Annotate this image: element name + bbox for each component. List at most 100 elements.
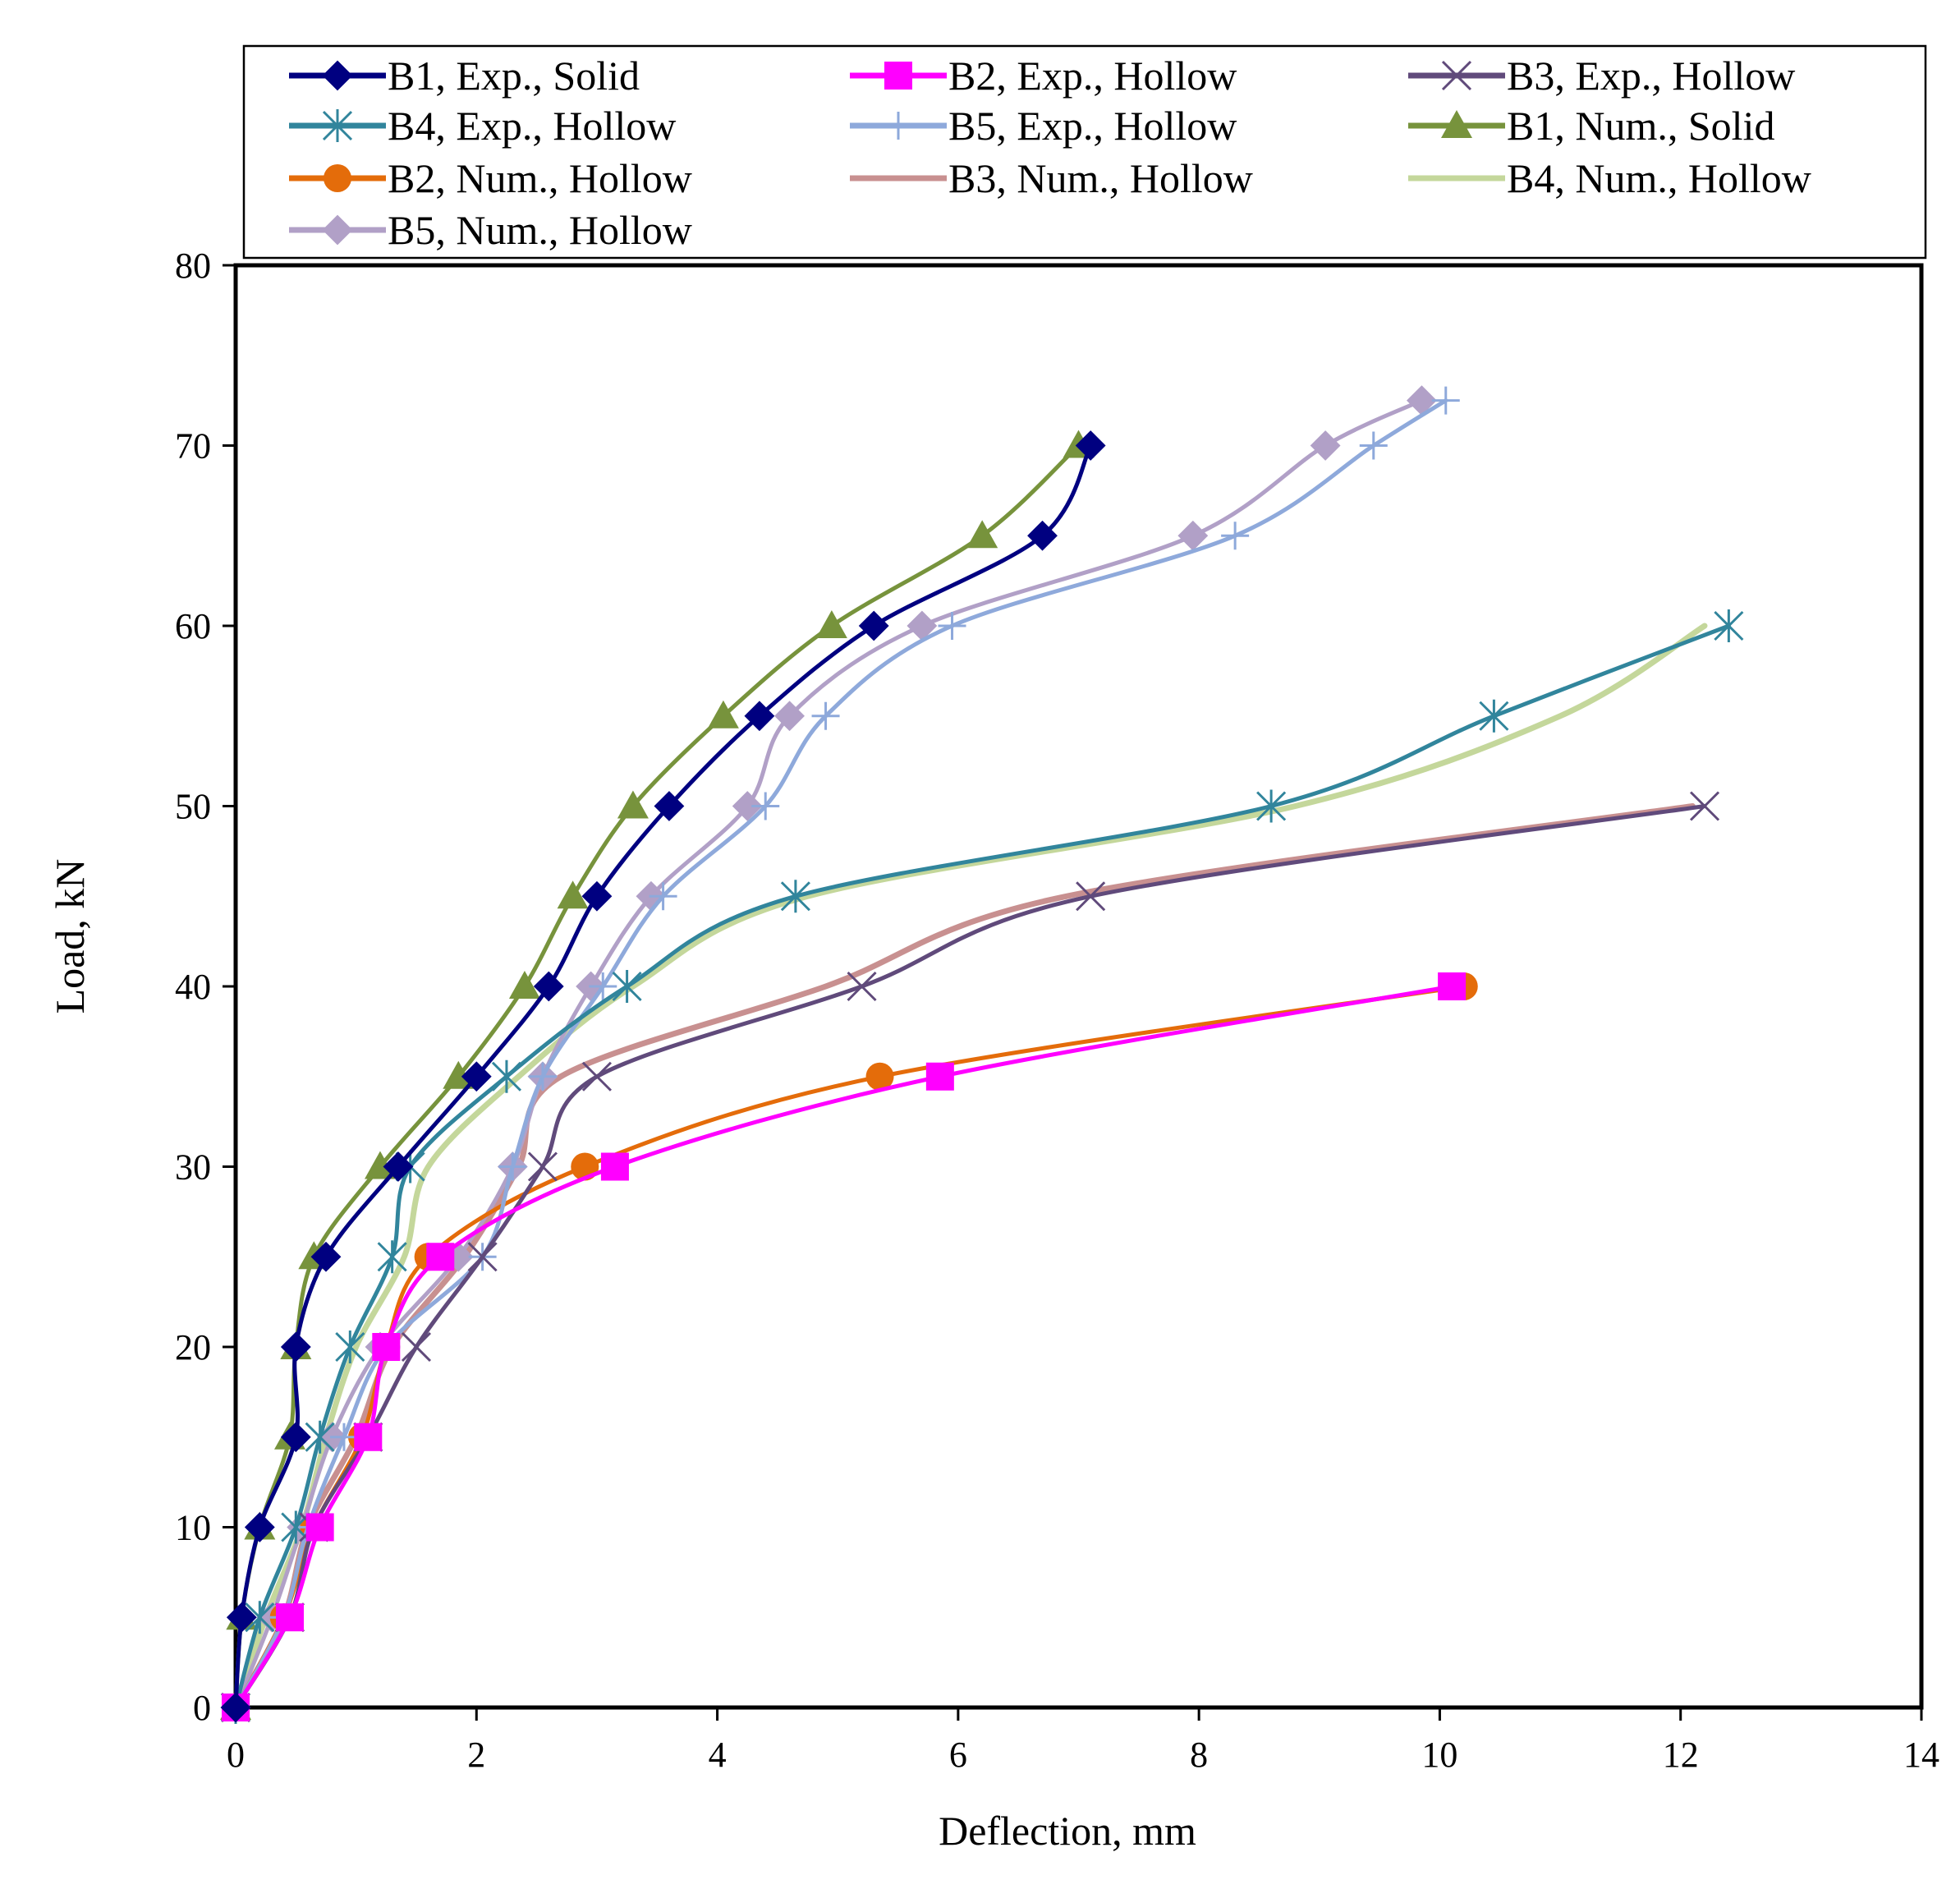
legend-swatch-marker: [322, 60, 353, 91]
legend-frame: [242, 44, 1927, 260]
legend-label: B2, Num., Hollow: [388, 155, 692, 201]
y-axis-title: Load, kN: [47, 859, 93, 1014]
data-point-b2-exp-hollow: [354, 1422, 383, 1451]
legend-entry-b2-exp-hollow: B2, Exp., Hollow: [850, 53, 1237, 99]
data-point-b1-exp-solid: [581, 880, 613, 912]
data-point-b1-num-solid: [617, 790, 649, 819]
x-tick-label: 0: [227, 1735, 245, 1775]
y-tick-label: 40: [175, 967, 211, 1007]
data-point-b1-exp-solid: [310, 1241, 342, 1272]
legend-swatch-marker: [884, 112, 912, 140]
data-point-b1-exp-solid: [533, 971, 564, 1002]
legend-items: B1, Exp., Solid B2, Exp., Hollow B3, Exp.,…: [289, 53, 1811, 253]
data-point-b1-num-solid: [707, 700, 739, 728]
data-point-b4-exp-hollow: [377, 1240, 407, 1274]
legend-label: B4, Exp., Hollow: [388, 103, 676, 149]
data-point-b1-exp-solid: [280, 1422, 311, 1453]
data-point-b1-exp-solid: [226, 1602, 257, 1633]
legend-label: B1, Exp., Solid: [388, 53, 640, 99]
x-axis-ticks: 0 2 4 6 8 10 12 14: [227, 1707, 1939, 1775]
x-tick-label: 2: [467, 1735, 485, 1775]
data-point-b4-exp-hollow: [305, 1420, 335, 1454]
data-point-b2-exp-hollow: [426, 1243, 455, 1271]
data-point-b2-exp-hollow: [305, 1513, 334, 1542]
x-tick-label: 12: [1663, 1735, 1699, 1775]
legend-swatch-marker: [322, 214, 353, 246]
axes: 0 2 4 6 8 10 12 14 0 10 20 30 40 50 60 70 80: [175, 246, 1939, 1775]
data-point-b4-exp-hollow: [491, 1059, 522, 1093]
y-tick-label: 70: [175, 426, 211, 467]
series-b4-exp-hollow: [220, 609, 1744, 1724]
data-point-b5-exp-hollow: [528, 1062, 557, 1091]
legend-label: B5, Num., Hollow: [388, 207, 692, 253]
data-point-b5-exp-hollow: [938, 612, 966, 640]
data-point-b2-exp-hollow: [600, 1152, 629, 1181]
legend-entry-b3-exp-hollow: B3, Exp., Hollow: [1408, 53, 1795, 99]
data-point-b2-exp-hollow: [275, 1603, 304, 1632]
data-point-b1-num-solid: [557, 880, 589, 909]
y-tick-label: 0: [193, 1688, 211, 1728]
series-b1-exp-solid: [220, 430, 1106, 1723]
y-axis-ticks: 0 10 20 30 40 50 60 70 80: [175, 246, 236, 1728]
data-point-b5-exp-hollow: [329, 1422, 358, 1451]
data-point-b1-num-solid: [966, 520, 998, 549]
data-point-b1-exp-solid: [858, 610, 889, 641]
data-point-b1-exp-solid: [461, 1061, 492, 1092]
legend-entry-b4-num-hollow: B4, Num., Hollow: [1408, 155, 1811, 201]
data-point-b3-exp-hollow: [581, 1061, 612, 1092]
series-line-b4-exp-hollow: [233, 623, 1731, 1710]
x-tick-label: 8: [1190, 1735, 1208, 1775]
legend-label: B3, Exp., Hollow: [1507, 53, 1795, 99]
data-point-b1-exp-solid: [744, 701, 775, 732]
data-point-b2-num-hollow: [865, 1062, 894, 1091]
y-tick-label: 60: [175, 606, 211, 646]
data-point-b4-exp-hollow: [1714, 609, 1744, 642]
y-tick-label: 50: [175, 787, 211, 827]
data-point-b4-exp-hollow: [335, 1331, 365, 1363]
data-point-b1-num-solid: [815, 610, 847, 638]
legend-entry-b4-exp-hollow: B4, Exp., Hollow: [289, 103, 676, 149]
series-layer: [220, 385, 1744, 1724]
legend-swatch-marker: [884, 62, 912, 90]
x-tick-label: 10: [1421, 1735, 1457, 1775]
data-point-b5-num-hollow: [1310, 430, 1341, 461]
legend-swatch-marker: [1441, 60, 1472, 91]
y-tick-label: 10: [175, 1508, 211, 1548]
data-point-b1-exp-solid: [1027, 520, 1058, 551]
data-point-b5-exp-hollow: [1221, 522, 1250, 550]
legend-entry-b1-num-solid: B1, Num., Solid: [1408, 103, 1774, 149]
data-point-b5-exp-hollow: [751, 792, 780, 820]
legend-swatch-marker: [1441, 110, 1472, 138]
data-point-b4-exp-hollow: [245, 1601, 275, 1634]
data-point-b5-exp-hollow: [811, 701, 840, 730]
data-point-b3-exp-hollow: [847, 971, 877, 1002]
legend-entry-b5-exp-hollow: B5, Exp., Hollow: [850, 103, 1237, 149]
data-point-b1-exp-solid: [280, 1331, 311, 1363]
data-point-b1-exp-solid: [654, 791, 685, 821]
data-point-b4-exp-hollow: [780, 880, 810, 913]
data-point-b1-exp-solid: [383, 1151, 414, 1182]
data-point-b2-exp-hollow: [925, 1062, 954, 1091]
data-point-b5-num-hollow: [732, 791, 763, 821]
data-point-b5-exp-hollow: [498, 1152, 527, 1181]
data-point-b2-exp-hollow: [1438, 972, 1467, 1000]
legend-label: B3, Num., Hollow: [948, 155, 1253, 201]
legend-swatch-marker: [322, 109, 353, 142]
legend: B1, Exp., Solid B2, Exp., Hollow B3, Exp.,…: [242, 44, 1927, 260]
legend-label: B2, Exp., Hollow: [948, 53, 1237, 99]
x-tick-label: 4: [709, 1735, 727, 1775]
data-point-b3-exp-hollow: [467, 1242, 498, 1272]
data-point-b4-exp-hollow: [612, 970, 642, 1003]
legend-entry-b3-num-hollow: B3, Num., Hollow: [850, 155, 1253, 201]
x-tick-label: 6: [949, 1735, 967, 1775]
data-point-b3-exp-hollow: [1689, 791, 1720, 821]
data-point-b1-num-solid: [508, 971, 540, 999]
data-point-b4-exp-hollow: [1479, 699, 1509, 733]
data-point-b5-exp-hollow: [589, 972, 617, 1000]
data-point-b3-exp-hollow: [527, 1151, 558, 1182]
legend-entry-b5-num-hollow: B5, Num., Hollow: [289, 207, 692, 253]
data-point-b5-num-hollow: [774, 701, 805, 732]
legend-label: B5, Exp., Hollow: [948, 103, 1237, 149]
